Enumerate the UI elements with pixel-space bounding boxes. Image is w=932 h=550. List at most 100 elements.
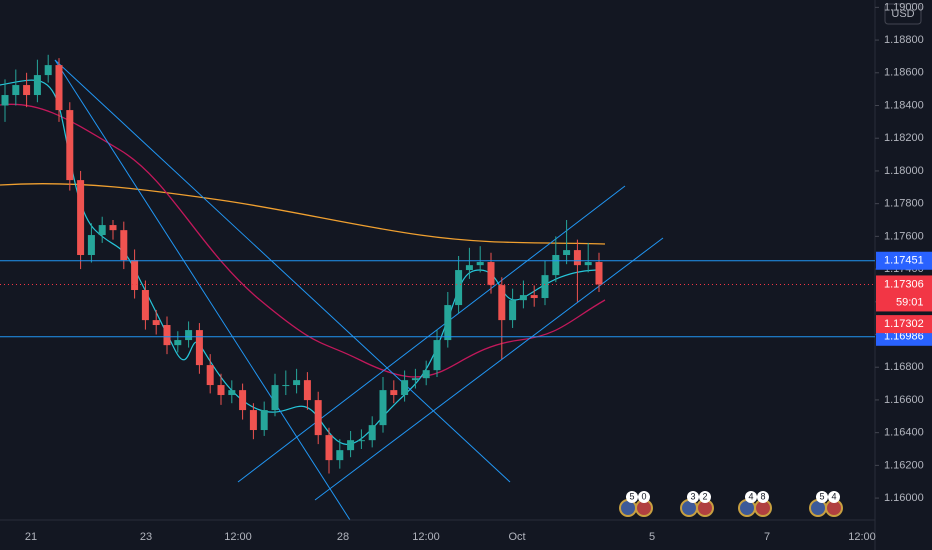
candle-body [347,440,355,451]
level-label: 1.17451 [884,255,924,267]
event-count: 5 [819,491,824,501]
candle-body [401,380,409,396]
event-count: 0 [641,491,646,501]
candle-body [336,450,344,461]
candle-body [487,262,495,286]
candle-body [174,340,182,346]
y-tick-label: 1.16800 [884,361,924,373]
event-count-badge [757,491,769,503]
candle-body [293,380,301,386]
countdown-label: 59:01 [896,296,924,308]
candle-body [185,330,193,341]
level-box [876,251,932,270]
candle-body [314,400,322,436]
event-count: 2 [702,491,707,501]
y-tick-label: 1.17600 [884,230,924,242]
y-tick-label: 1.16000 [884,492,924,504]
candle-body [109,225,117,231]
y-tick-label: 1.18800 [884,34,924,46]
y-tick-label: 1.18000 [884,165,924,177]
candle-body [433,340,441,371]
last-price-box [876,275,932,312]
event-count-badge [745,491,757,503]
candle-body [584,262,592,266]
candle-body [444,305,452,341]
candle-body [563,250,571,256]
x-tick-label: 23 [140,531,152,543]
x-tick-label: 28 [337,531,349,543]
x-tick-label: 12:00 [412,531,440,543]
event-count: 4 [748,491,753,501]
candle-body [55,65,63,111]
event-count: 3 [690,491,695,501]
candle-body [271,385,279,411]
trendlines [54,59,664,521]
y-tick-label: 1.18600 [884,67,924,79]
candle-body [249,410,257,431]
candle-body [455,270,463,306]
candle-body [141,290,149,321]
candle-body [87,235,95,256]
level-label: 1.16986 [884,331,924,343]
candle-body [12,85,20,96]
x-tick-label: 12:00 [224,531,252,543]
candle-body [44,65,52,76]
candle-body [476,262,484,266]
x-tick-label: 7 [764,531,770,543]
candle-body [195,330,203,366]
candle-body [260,410,268,431]
candle-body [152,320,160,326]
candle-body [509,300,517,321]
event-count-badge [638,491,650,503]
event-count-badge [699,491,711,503]
candle-body [206,365,214,386]
candle-body [33,75,41,96]
candle-body [23,85,31,96]
bid-price-label: 1.17302 [884,318,924,330]
candle-body [1,95,9,106]
x-tick-label: Oct [508,531,525,543]
candle-body [282,385,290,387]
candle-body [530,295,538,299]
candle-body [465,265,473,271]
candle-body [541,275,549,299]
candle-body [552,255,560,276]
event-count: 8 [760,491,765,501]
x-tick-label: 5 [649,531,655,543]
event-count: 5 [629,491,634,501]
last-price-label: 1.17306 [884,278,924,290]
y-tick-label: 1.19000 [884,1,924,13]
candle-body [422,370,430,379]
candle-body [390,390,398,396]
candle-body [325,435,333,461]
candle-body [66,110,74,181]
candle-body [239,390,247,411]
candle-body [303,380,311,401]
candle-body [519,295,527,301]
candle-body [228,390,236,396]
ma-50 [0,103,606,378]
event-count-badge [816,491,828,503]
candle-body [595,262,603,285]
currency-label: USD [891,8,914,20]
candle-body [498,285,506,321]
ma-20 [0,79,601,445]
y-tick-label: 1.16400 [884,427,924,439]
bid-price-box [876,315,932,334]
y-tick-label: 1.18400 [884,99,924,111]
y-tick-label: 1.17800 [884,198,924,210]
y-tick-label: 1.16600 [884,394,924,406]
event-count-badge [687,491,699,503]
candle-body [411,378,419,381]
candle-body [573,250,581,266]
candle-body [163,325,171,346]
y-tick-label: 1.18200 [884,132,924,144]
event-count: 4 [831,491,836,501]
candle-body [77,180,85,256]
ma-200 [0,183,606,245]
currency-badge [884,3,922,25]
x-tick-label: 12:00 [848,531,876,543]
drawings [0,59,664,521]
candle-body [120,230,128,261]
